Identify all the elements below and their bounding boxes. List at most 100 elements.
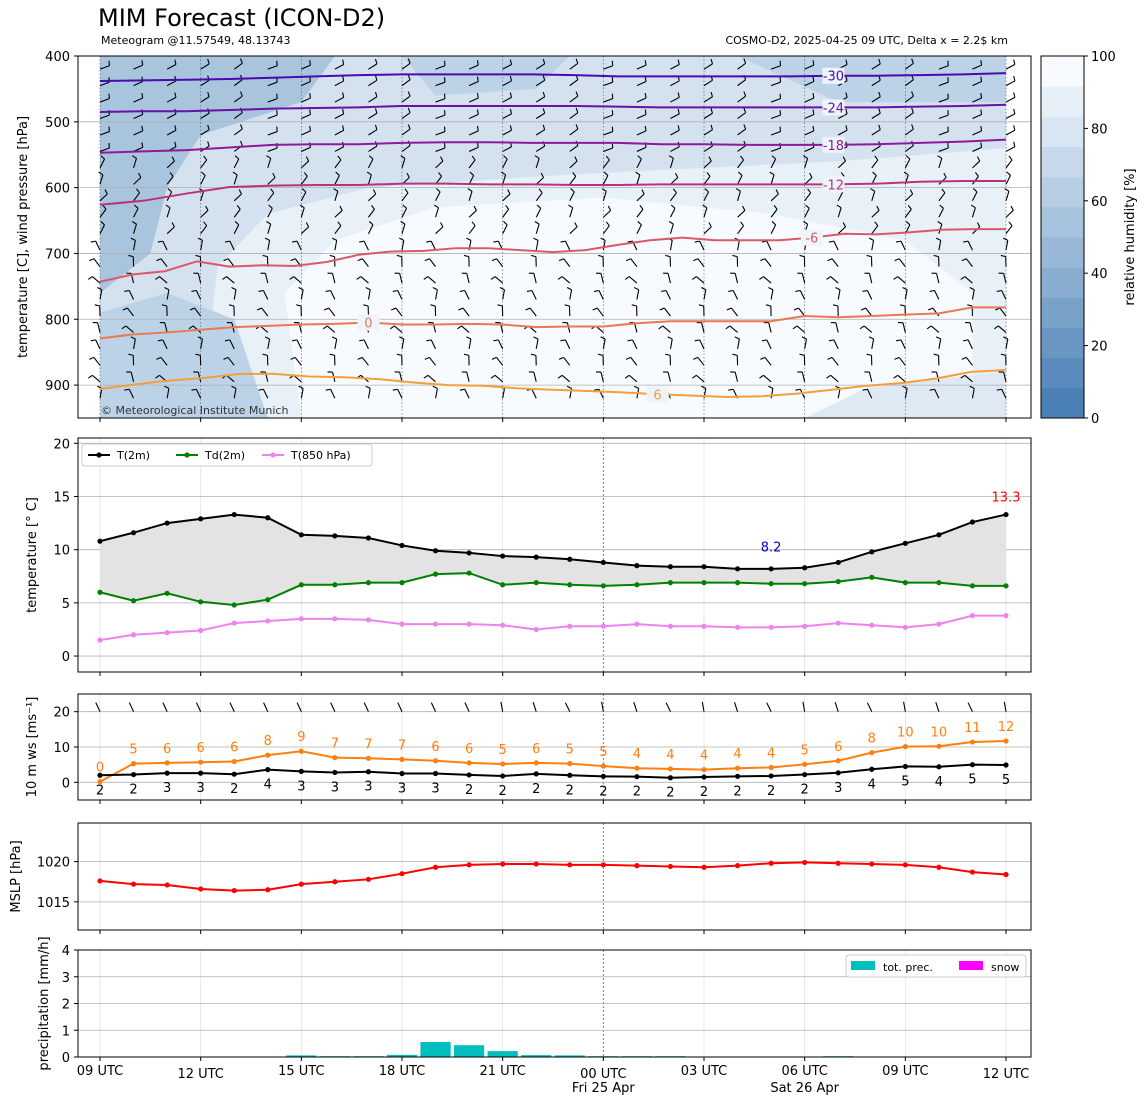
wind-barb xyxy=(461,272,470,284)
wind-barb xyxy=(636,76,647,87)
wind-barb xyxy=(835,287,841,300)
wind-barb xyxy=(569,188,575,202)
wind-value-label: 3 xyxy=(364,780,372,795)
wind-barb xyxy=(357,356,369,366)
wind-barb xyxy=(401,58,411,70)
wind-barb xyxy=(693,356,705,366)
data-point xyxy=(600,559,606,566)
wind-barb xyxy=(893,374,906,383)
wind-barb xyxy=(330,702,336,712)
wind-barb xyxy=(998,371,1007,382)
wind-barb xyxy=(569,107,579,119)
data-point xyxy=(869,766,875,772)
colorbar-level xyxy=(1041,357,1084,389)
data-point xyxy=(936,532,942,538)
y-tick-label: 15 xyxy=(53,491,70,506)
wind-barb xyxy=(938,142,949,152)
data-point xyxy=(500,861,506,867)
isotherm-label-bg xyxy=(357,314,380,331)
wind-barb xyxy=(502,75,513,87)
wind-barb xyxy=(298,287,304,300)
wind-barb xyxy=(603,77,614,87)
wind-barb xyxy=(568,204,574,218)
data-point xyxy=(936,580,942,586)
wind-barb xyxy=(665,702,671,712)
data-point xyxy=(332,769,338,776)
data-point xyxy=(164,630,170,636)
wind-barb xyxy=(905,58,914,70)
data-point xyxy=(969,762,976,768)
y-tick-label: 600 xyxy=(45,182,70,197)
data-point xyxy=(265,597,271,603)
wind-barb xyxy=(795,289,806,300)
wind-barb xyxy=(392,289,403,300)
wind-barb xyxy=(365,385,371,399)
wind-barb xyxy=(770,204,778,218)
x-tick-label: 12 UTC xyxy=(983,1067,1029,1082)
wind-barb xyxy=(1005,171,1012,185)
data-point xyxy=(130,632,137,638)
wind-barb xyxy=(635,171,641,185)
data-point xyxy=(399,580,405,586)
wind-barb xyxy=(528,371,537,382)
wind-barb xyxy=(804,60,815,70)
precip-bar xyxy=(420,1042,451,1057)
series-line xyxy=(99,861,1007,892)
wind-barb xyxy=(904,155,911,169)
wind-barb xyxy=(1003,701,1007,712)
wind-barb xyxy=(603,93,614,103)
precip-bar xyxy=(386,1054,418,1057)
wind-barb xyxy=(836,204,842,218)
wind-barb xyxy=(535,75,546,87)
wind-barb xyxy=(334,205,343,218)
wind-barb xyxy=(329,353,336,366)
data-point xyxy=(936,764,942,770)
data-point xyxy=(802,623,808,629)
wind-barb xyxy=(130,237,136,251)
wind-value-label: 12 xyxy=(998,720,1015,735)
precip-bar xyxy=(487,1051,518,1057)
wind-barb xyxy=(766,702,772,712)
wind-barb xyxy=(961,356,973,366)
data-point xyxy=(936,743,942,749)
wind-barb xyxy=(195,353,202,366)
y-tick-label: 400 xyxy=(45,50,70,65)
data-point xyxy=(432,758,439,764)
wind-value-label: 2 xyxy=(633,785,641,800)
wind-barb xyxy=(267,188,275,202)
y-tick-label: 2 xyxy=(62,998,70,1013)
wind-value-label: 11 xyxy=(964,721,981,736)
wind-barb xyxy=(490,374,504,383)
legend-label: tot. prec. xyxy=(883,961,933,974)
data-point xyxy=(1003,762,1009,768)
colorbar-level xyxy=(1041,387,1084,419)
wind-barb xyxy=(592,307,604,317)
precipitation-panel xyxy=(77,949,1032,1058)
wind-barb xyxy=(400,221,406,234)
wind-barb xyxy=(368,189,377,202)
wind-barb xyxy=(602,205,612,218)
wind-barb xyxy=(367,221,374,234)
wind-barb xyxy=(792,325,806,333)
wind-barb xyxy=(1003,336,1009,349)
wind-barb xyxy=(871,108,881,119)
wind-barb xyxy=(298,385,304,399)
wind-value-label: 3 xyxy=(834,781,842,796)
wind-barb xyxy=(133,188,141,202)
wind-barb xyxy=(837,125,848,136)
series-line xyxy=(99,739,1007,783)
data-point xyxy=(466,621,472,627)
wind-barb xyxy=(502,59,513,70)
wind-barb xyxy=(99,221,106,234)
data-point xyxy=(198,770,204,776)
wind-barb xyxy=(737,124,747,136)
wind-barb xyxy=(231,385,237,399)
wind-barb xyxy=(703,156,712,169)
data-point xyxy=(365,580,372,586)
wind-barb xyxy=(569,124,579,136)
wind-barb xyxy=(1005,221,1013,235)
wind-barb xyxy=(368,204,375,218)
wind-barb xyxy=(423,374,436,383)
colorbar-level xyxy=(1041,56,1084,87)
wind-barb xyxy=(368,124,378,136)
